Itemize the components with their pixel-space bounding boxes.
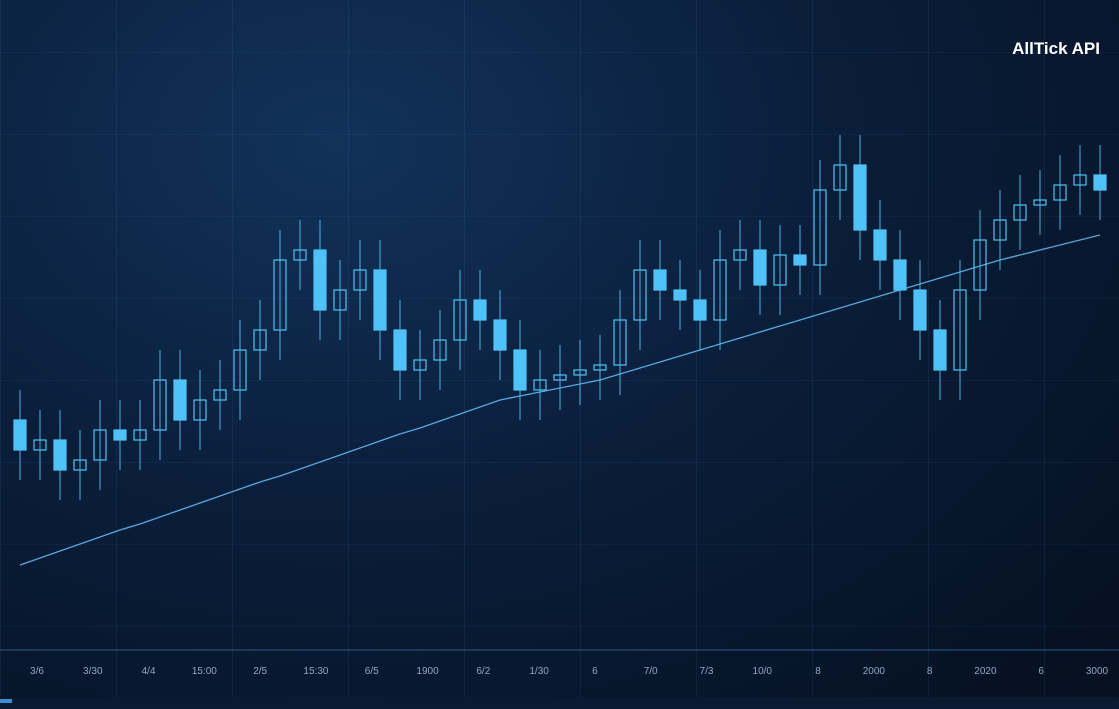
candle-body — [513, 349, 527, 391]
x-tick-label: 6 — [1038, 666, 1044, 677]
candle-body — [533, 379, 547, 391]
x-tick-label: 4/4 — [142, 666, 156, 677]
candle-body — [973, 239, 987, 291]
candle-body — [733, 249, 747, 261]
candle-body — [793, 254, 807, 266]
candle-body — [613, 319, 627, 366]
candle-body — [253, 329, 267, 351]
candle-body — [813, 189, 827, 266]
candle-body — [553, 374, 567, 381]
x-tick-label: 2020 — [974, 666, 997, 677]
x-tick-label: 7/0 — [644, 666, 658, 677]
candle-body — [273, 259, 287, 331]
watermark: AllTick API — [1012, 39, 1100, 58]
x-tick-label: 10/0 — [753, 666, 773, 677]
candle-body — [293, 249, 307, 261]
candle-body — [73, 459, 87, 471]
x-tick-label: 1900 — [416, 666, 439, 677]
candle-body — [953, 289, 967, 371]
x-tick-label: 6/5 — [365, 666, 379, 677]
candle-body — [153, 379, 167, 431]
candle-body — [693, 299, 707, 321]
candle-body — [653, 269, 667, 291]
x-tick-label: 2000 — [863, 666, 886, 677]
candle-body — [413, 359, 427, 371]
candle-body — [573, 369, 587, 376]
candle-body — [373, 269, 387, 331]
candle-body — [113, 429, 127, 441]
candle-body — [313, 249, 327, 311]
candle-body — [133, 429, 147, 441]
x-tick-label: 15:00 — [192, 666, 217, 677]
candle-body — [193, 399, 207, 421]
candle-body — [1093, 174, 1107, 191]
candle-body — [833, 164, 847, 191]
candle-body — [393, 329, 407, 371]
x-tick-label: 6 — [592, 666, 598, 677]
candle-body — [1033, 199, 1047, 206]
candle-body — [233, 349, 247, 391]
candle-body — [1073, 174, 1087, 186]
candle-body — [773, 254, 787, 286]
candle-body — [593, 364, 607, 371]
candle-body — [353, 269, 367, 291]
candle-body — [993, 219, 1007, 241]
scrollbar-track — [0, 697, 1119, 709]
candle-body — [93, 429, 107, 461]
candle-body — [473, 299, 487, 321]
candle-body — [673, 289, 687, 301]
candle-body — [753, 249, 767, 286]
x-tick-label: 3000 — [1086, 666, 1109, 677]
candle-body — [213, 389, 227, 401]
x-tick-label: 8 — [815, 666, 821, 677]
candle-body — [933, 329, 947, 371]
candle-body — [433, 339, 447, 361]
candle-body — [893, 259, 907, 291]
candle-body — [53, 439, 67, 471]
candle-body — [173, 379, 187, 421]
x-tick-label: 3/6 — [30, 666, 44, 677]
candle-body — [713, 259, 727, 321]
x-tick-label: 3/30 — [83, 666, 103, 677]
x-tick-label: 1/30 — [529, 666, 549, 677]
x-tick-label: 8 — [927, 666, 933, 677]
candle-body — [333, 289, 347, 311]
candle-body — [1053, 184, 1067, 201]
candle-body — [493, 319, 507, 351]
candle-body — [913, 289, 927, 331]
candle-body — [633, 269, 647, 321]
candle-body — [13, 419, 27, 451]
candle-body — [453, 299, 467, 341]
scrollbar-thumb[interactable] — [0, 699, 12, 703]
candle-body — [873, 229, 887, 261]
candle-body — [853, 164, 867, 231]
candle-body — [33, 439, 47, 451]
x-tick-label: 6/2 — [476, 666, 490, 677]
x-tick-label: 7/3 — [700, 666, 714, 677]
x-tick-label: 2/5 — [253, 666, 267, 677]
candle-body — [1013, 204, 1027, 221]
x-tick-label: 15:30 — [303, 666, 328, 677]
